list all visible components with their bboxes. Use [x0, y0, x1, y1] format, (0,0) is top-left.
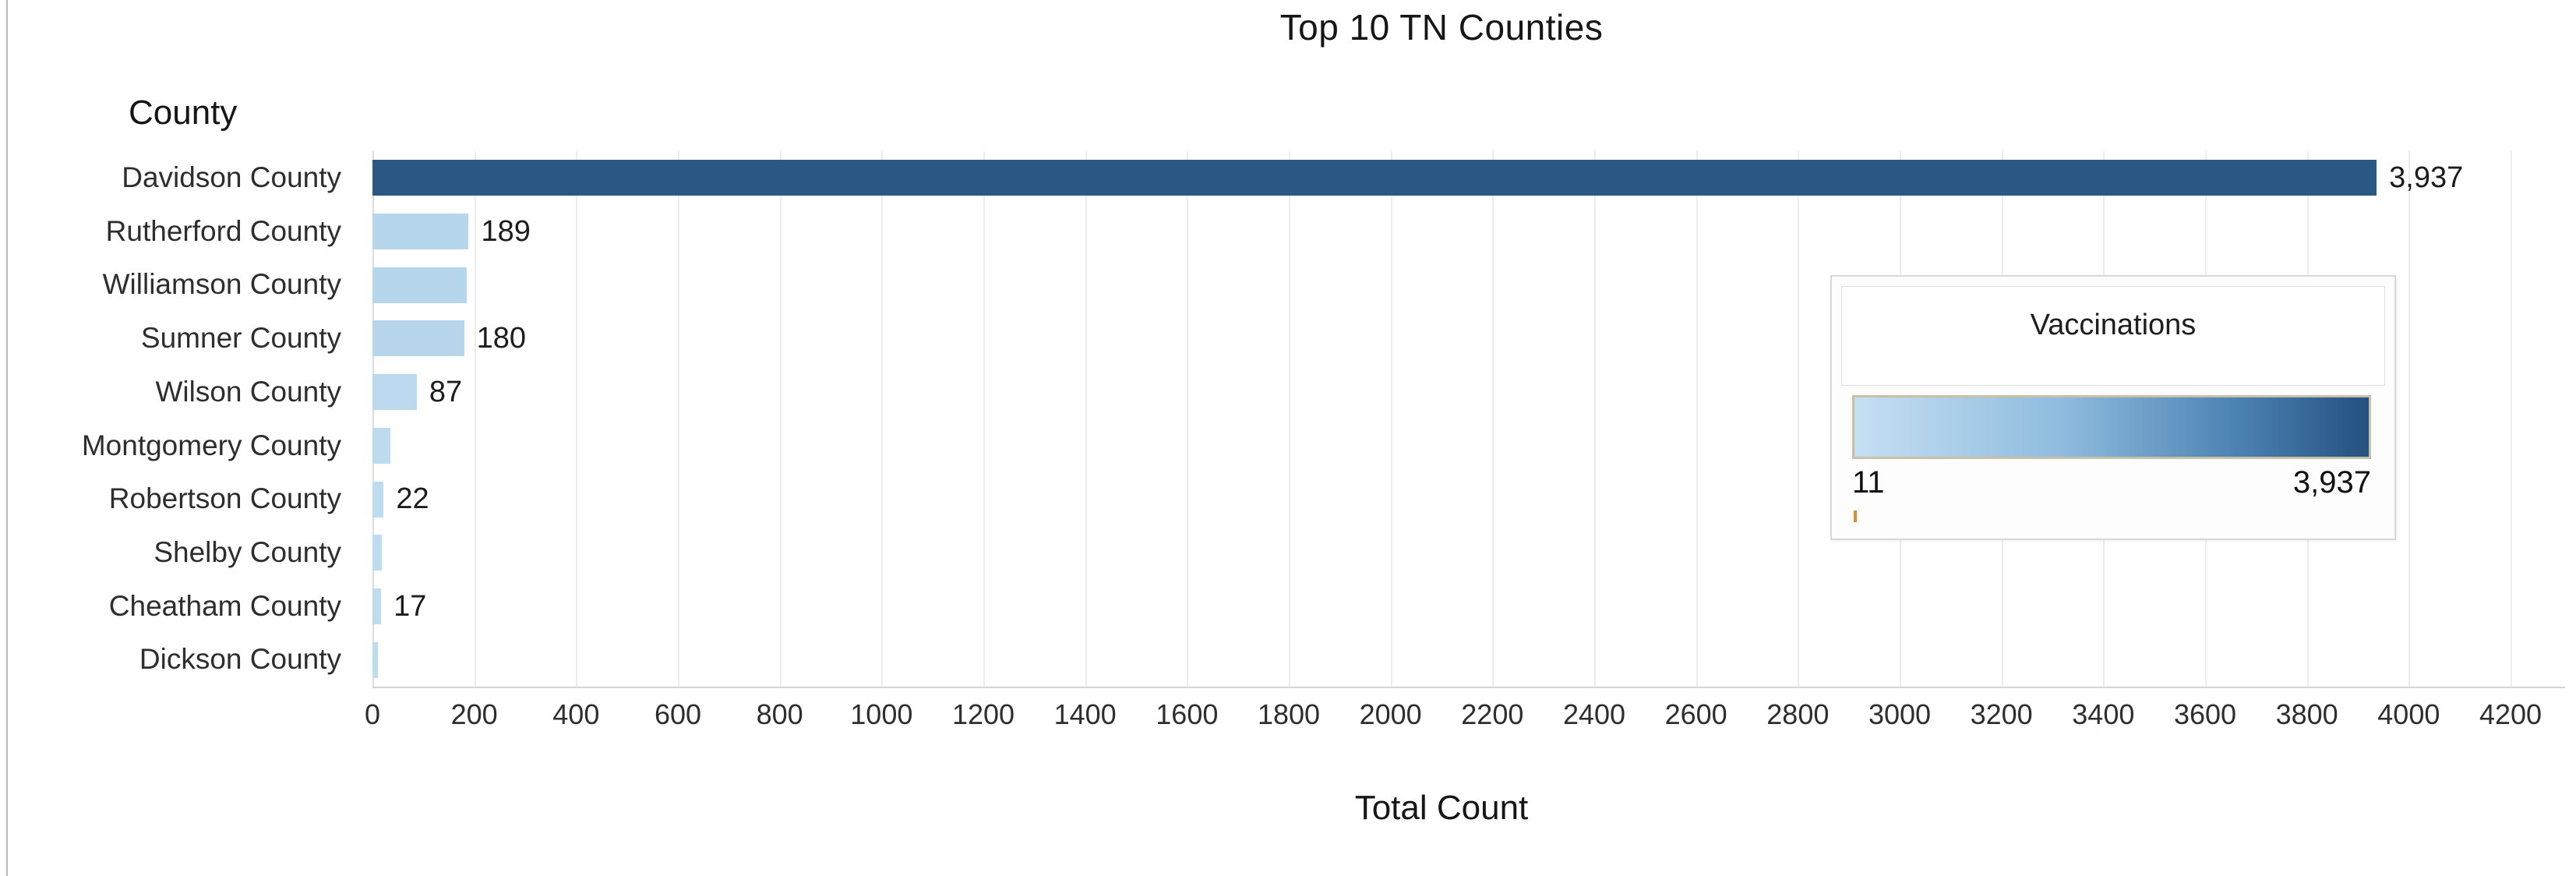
- gridline: [1085, 151, 1087, 687]
- category-label[interactable]: Robertson County: [108, 482, 341, 515]
- x-tick-label: 3800: [2275, 698, 2338, 730]
- x-axis-title: Total Count: [1354, 789, 1529, 827]
- plot-area: 0 200 400 600 800 1000 1200 1400 1600 1800 2000 220…: [365, 151, 2565, 730]
- legend-title-box: Vaccinations: [1841, 286, 2385, 386]
- chart-title: Top 10 TN Counties: [1279, 7, 1604, 48]
- gridline: [1696, 151, 1698, 687]
- x-tick-label: 2800: [1766, 698, 1830, 730]
- gridline: [1289, 151, 1290, 687]
- bar-shelby-county[interactable]: [372, 535, 383, 571]
- category-label[interactable]: Wilson County: [155, 375, 341, 408]
- screenshot-left-border: [6, 0, 8, 876]
- bar-williamson-county[interactable]: [372, 267, 467, 303]
- category-label[interactable]: Davidson County: [122, 161, 341, 193]
- x-tick-label: 2600: [1664, 698, 1727, 730]
- gridline: [372, 151, 374, 687]
- x-tick-label: 1600: [1156, 698, 1219, 730]
- legend-title: Vaccinations: [2030, 309, 2197, 341]
- category-label[interactable]: Rutherford County: [105, 214, 341, 247]
- x-tick-label: 1400: [1053, 698, 1117, 730]
- x-tick-label: 800: [756, 698, 803, 730]
- bar-value-label: 87: [429, 375, 463, 408]
- x-tick-label: 4200: [2479, 698, 2542, 730]
- gridline: [1187, 151, 1189, 687]
- x-tick-label: 3200: [1970, 698, 2033, 730]
- gridline: [576, 151, 578, 687]
- bar-dickson-county[interactable]: [372, 641, 379, 678]
- x-tick-label: 0: [364, 698, 381, 730]
- x-tick-label: 2400: [1562, 698, 1626, 730]
- x-tick-label: 200: [450, 698, 498, 730]
- bar-value-label: 189: [481, 214, 531, 248]
- category-label[interactable]: Williamson County: [102, 268, 341, 301]
- gridline: [474, 151, 476, 687]
- bar-rutherford-county[interactable]: [372, 214, 469, 250]
- legend: Vaccinations 11 3,937: [1830, 275, 2396, 540]
- bar-sumner-county[interactable]: [372, 320, 464, 357]
- category-axis-labels: Davidson County Rutherford County Williams…: [0, 151, 357, 687]
- bar-davidson-county[interactable]: [372, 160, 2377, 196]
- bar-cheatham-county[interactable]: [372, 588, 382, 624]
- gridline: [2511, 151, 2512, 687]
- category-label[interactable]: Cheatham County: [108, 589, 341, 622]
- x-tick-label: 1200: [951, 698, 1015, 730]
- bar-value-label: 180: [476, 322, 526, 355]
- legend-max-label: 3,937: [2292, 465, 2371, 500]
- bar-value-label: 3,937: [2389, 161, 2464, 194]
- gridline: [1594, 151, 1596, 687]
- gridline: [678, 151, 679, 687]
- legend-min-tick: [1854, 510, 1857, 522]
- gridline: [1492, 151, 1494, 687]
- bar-value-label: 17: [393, 589, 427, 623]
- x-tick-label: 4000: [2377, 698, 2440, 730]
- y-axis-title: County: [129, 94, 238, 132]
- x-tick-label: 2200: [1461, 698, 1524, 730]
- gridline: [881, 151, 884, 687]
- x-tick-label: 400: [552, 698, 600, 730]
- gridline: [1798, 151, 1800, 687]
- legend-min-label: 11: [1852, 465, 1885, 500]
- x-tick-label: 600: [654, 698, 702, 730]
- x-tick-label: 3000: [1868, 698, 1932, 730]
- bar-robertson-county[interactable]: [372, 481, 384, 517]
- bar-wilson-county[interactable]: [372, 374, 417, 411]
- bar-value-label: 22: [396, 482, 429, 516]
- legend-gradient[interactable]: [1852, 395, 2371, 459]
- category-label[interactable]: Shelby County: [154, 535, 341, 568]
- gridline: [2408, 151, 2411, 687]
- gridline: [983, 151, 985, 687]
- gridline: [1390, 151, 1392, 687]
- category-label[interactable]: Dickson County: [139, 643, 341, 676]
- gridline: [779, 151, 782, 687]
- x-tick-label: 1800: [1257, 698, 1321, 730]
- bar-montgomery-county[interactable]: [372, 427, 390, 464]
- category-label[interactable]: Montgomery County: [81, 429, 341, 461]
- category-label[interactable]: Sumner County: [140, 322, 341, 355]
- x-tick-label: 3400: [2072, 698, 2135, 730]
- x-tick-label: 1000: [850, 698, 913, 730]
- x-tick-label: 2000: [1359, 698, 1422, 730]
- x-tick-label: 3600: [2173, 698, 2237, 730]
